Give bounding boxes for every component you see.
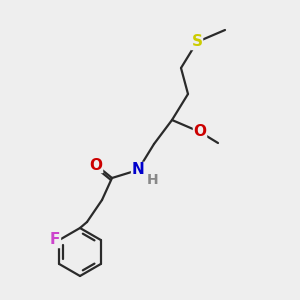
Text: O: O xyxy=(194,124,206,140)
Text: F: F xyxy=(50,232,60,247)
Text: H: H xyxy=(147,173,159,187)
Text: O: O xyxy=(89,158,103,172)
Text: S: S xyxy=(191,34,203,50)
Text: N: N xyxy=(132,163,144,178)
